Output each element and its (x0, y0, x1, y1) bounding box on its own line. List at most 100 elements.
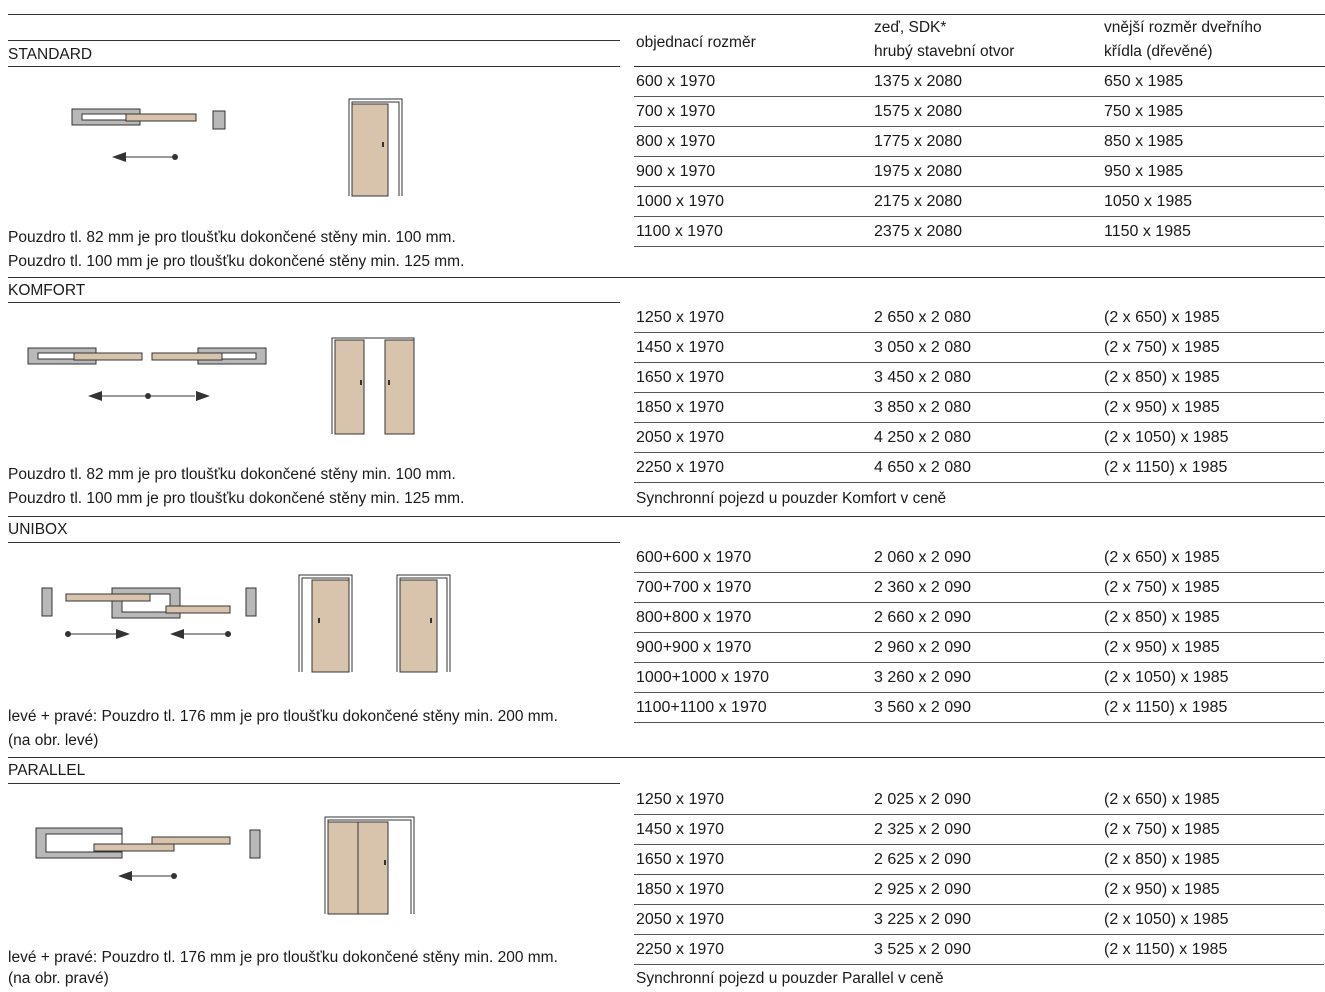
section-rule-standard (8, 66, 620, 67)
header-col-order-size: objednací rozměr (636, 34, 756, 51)
row-divider (634, 662, 1324, 663)
unibox-plan-diagram (41, 587, 257, 639)
cell-order-size: 1450 x 1970 (636, 339, 725, 356)
cell-order-size: 700+700 x 1970 (636, 579, 752, 596)
cell-leaf-size: 950 x 1985 (1104, 163, 1184, 180)
table-row: 2050 x 1970 4 250 x 2 080 (2 x 1050) x 198… (634, 423, 1324, 453)
table-row: 2250 x 1970 4 650 x 2 080 (2 x 1150) x 198… (634, 453, 1324, 483)
cell-leaf-size: 650 x 1985 (1104, 73, 1184, 90)
cell-leaf-size: (2 x 850) x 1985 (1104, 369, 1220, 386)
row-divider (634, 572, 1324, 573)
section-top-rule-komfort (8, 277, 1325, 278)
row-divider (634, 692, 1324, 693)
cell-wall-opening: 2175 x 2080 (874, 193, 963, 210)
cell-order-size: 1850 x 1970 (636, 881, 725, 898)
table-row: 1100 x 1970 2375 x 2080 1150 x 1985 (634, 217, 1324, 247)
cell-wall-opening: 3 450 x 2 080 (874, 369, 971, 386)
cell-order-size: 600+600 x 1970 (636, 549, 752, 566)
cell-order-size: 1100 x 1970 (636, 223, 723, 240)
row-divider (634, 216, 1324, 217)
table-row: 900+900 x 1970 2 960 x 2 090 (2 x 950) x 1… (634, 633, 1324, 663)
table-row: 1000+1000 x 1970 3 260 x 2 090 (2 x 1050) … (634, 663, 1324, 693)
table-row: 1250 x 1970 2 650 x 2 080 (2 x 650) x 1985 (634, 303, 1324, 333)
table-row: 1000 x 1970 2175 x 2080 1050 x 1985 (634, 187, 1324, 217)
section-note-unibox-1: levé + pravé: Pouzdro tl. 176 mm je pro … (8, 708, 558, 725)
cell-leaf-size: 1050 x 1985 (1104, 193, 1193, 210)
cell-wall-opening: 2 925 x 2 090 (874, 881, 971, 898)
cell-order-size: 1000 x 1970 (636, 193, 725, 210)
section-rule-parallel (8, 783, 620, 784)
row-divider (634, 814, 1324, 815)
table-row: 1250 x 1970 2 025 x 2 090 (2 x 650) x 1985 (634, 785, 1324, 815)
cell-order-size: 1250 x 1970 (636, 791, 725, 808)
header-left-rule (8, 40, 620, 41)
section-note-standard-1: Pouzdro tl. 82 mm je pro tloušťku dokonč… (8, 229, 456, 246)
cell-order-size: 1650 x 1970 (636, 369, 725, 386)
cell-order-size: 800+800 x 1970 (636, 609, 752, 626)
komfort-door-elevation (331, 337, 415, 435)
row-divider (634, 362, 1324, 363)
cell-leaf-size: (2 x 1050) x 1985 (1104, 911, 1229, 928)
cell-wall-opening: 3 225 x 2 090 (874, 911, 971, 928)
cell-wall-opening: 1775 x 2080 (874, 133, 963, 150)
cell-wall-opening: 2 660 x 2 090 (874, 609, 971, 626)
cell-wall-opening: 2 025 x 2 090 (874, 791, 971, 808)
cell-wall-opening: 4 250 x 2 080 (874, 429, 971, 446)
cell-leaf-size: (2 x 950) x 1985 (1104, 639, 1220, 656)
cell-order-size: 600 x 1970 (636, 73, 716, 90)
cell-leaf-size: (2 x 850) x 1985 (1104, 851, 1220, 868)
cell-order-size: 1000+1000 x 1970 (636, 669, 770, 686)
cell-wall-opening: 2375 x 2080 (874, 223, 963, 240)
cell-leaf-size: (2 x 1150) x 1985 (1104, 941, 1228, 958)
table-row: 1650 x 1970 2 625 x 2 090 (2 x 850) x 1985 (634, 845, 1324, 875)
row-divider (634, 186, 1324, 187)
section-title-komfort: KOMFORT (8, 282, 86, 299)
cell-order-size: 2050 x 1970 (636, 911, 725, 928)
section-top-rule-parallel (8, 757, 1325, 758)
row-divider (634, 332, 1324, 333)
row-divider (634, 392, 1324, 393)
cell-wall-opening: 2 960 x 2 090 (874, 639, 971, 656)
cell-order-size: 1850 x 1970 (636, 399, 725, 416)
table-row: 800 x 1970 1775 x 2080 850 x 1985 (634, 127, 1324, 157)
cell-wall-opening: 1375 x 2080 (874, 73, 963, 90)
cell-leaf-size: (2 x 650) x 1985 (1104, 791, 1220, 808)
cell-wall-opening: 1975 x 2080 (874, 163, 963, 180)
cell-leaf-size: (2 x 750) x 1985 (1104, 339, 1220, 356)
cell-wall-opening: 3 050 x 2 080 (874, 339, 971, 356)
cell-order-size: 1650 x 1970 (636, 851, 725, 868)
table-row: 1850 x 1970 3 850 x 2 080 (2 x 950) x 1985 (634, 393, 1324, 423)
cell-order-size: 2050 x 1970 (636, 429, 725, 446)
table-row: 1850 x 1970 2 925 x 2 090 (2 x 950) x 1985 (634, 875, 1324, 905)
row-divider (634, 482, 1324, 483)
unibox-door-elevation-right (396, 574, 451, 673)
cell-leaf-size: (2 x 1050) x 1985 (1104, 669, 1229, 686)
row-divider (634, 964, 1324, 965)
standard-door-elevation (348, 98, 403, 197)
table-row: 1450 x 1970 3 050 x 2 080 (2 x 750) x 1985 (634, 333, 1324, 363)
section-note-komfort-1: Pouzdro tl. 82 mm je pro tloušťku dokonč… (8, 466, 456, 483)
row-divider (634, 904, 1324, 905)
row-divider (634, 96, 1324, 97)
table-row: 900 x 1970 1975 x 2080 950 x 1985 (634, 157, 1324, 187)
cell-wall-opening: 3 260 x 2 090 (874, 669, 971, 686)
cell-leaf-size: (2 x 750) x 1985 (1104, 579, 1220, 596)
section-title-standard: STANDARD (8, 46, 93, 63)
cell-leaf-size: (2 x 850) x 1985 (1104, 609, 1220, 626)
row-divider (634, 126, 1324, 127)
row-divider (634, 632, 1324, 633)
row-divider (634, 422, 1324, 423)
parallel-door-elevation (324, 816, 415, 915)
row-divider (634, 722, 1324, 723)
cell-order-size: 800 x 1970 (636, 133, 716, 150)
table-row: 1100+1100 x 1970 3 560 x 2 090 (2 x 1150) … (634, 693, 1324, 723)
cell-order-size: 1250 x 1970 (636, 309, 725, 326)
cell-leaf-size: (2 x 950) x 1985 (1104, 881, 1220, 898)
section-top-rule-unibox (8, 516, 1325, 517)
komfort-plan-diagram (27, 347, 267, 401)
standard-plan-diagram (71, 108, 197, 162)
section-note-parallel-2: (na obr. pravé) (8, 970, 109, 987)
cell-leaf-size: (2 x 1150) x 1985 (1104, 699, 1228, 716)
table-row: 2050 x 1970 3 225 x 2 090 (2 x 1050) x 198… (634, 905, 1324, 935)
cell-leaf-size: (2 x 950) x 1985 (1104, 399, 1220, 416)
